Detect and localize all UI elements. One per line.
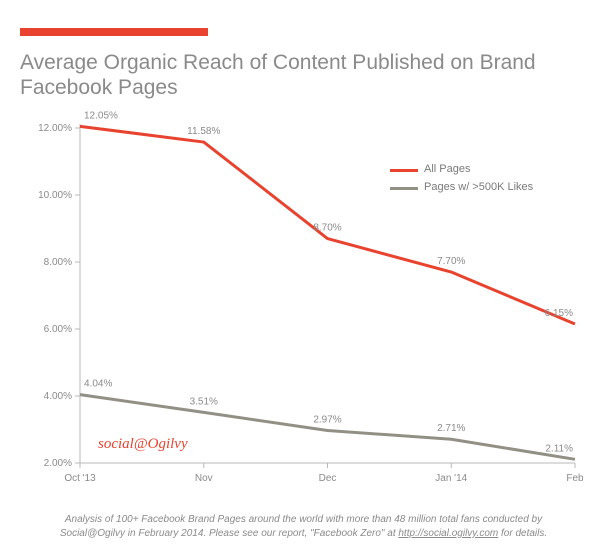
footnote-line-1: Analysis of 100+ Facebook Brand Pages ar…	[65, 514, 542, 525]
footnote-line-2a: Social@Ogilvy in February 2014. Please s…	[60, 528, 399, 539]
footnote-link[interactable]: http://social.ogilvy.com	[398, 528, 498, 539]
svg-text:All Pages: All Pages	[424, 163, 471, 175]
svg-text:Pages w/ >500K Likes: Pages w/ >500K Likes	[424, 181, 534, 193]
svg-text:10.00%: 10.00%	[38, 190, 72, 201]
svg-text:3.51%: 3.51%	[190, 397, 218, 408]
svg-text:2.71%: 2.71%	[437, 424, 465, 435]
svg-text:12.00%: 12.00%	[38, 123, 72, 134]
svg-text:Dec: Dec	[319, 473, 337, 484]
svg-text:Feb: Feb	[566, 473, 584, 484]
svg-text:8.00%: 8.00%	[44, 257, 72, 268]
svg-text:4.04%: 4.04%	[84, 379, 112, 390]
svg-text:7.70%: 7.70%	[437, 256, 465, 267]
line-chart: 2.00% 4.00% 6.00% 8.00% 10.00% 12.00% Oct '13 N…	[20, 108, 587, 503]
svg-text:2.11%: 2.11%	[545, 444, 573, 455]
chart-title: Average Organic Reach of Content Publish…	[20, 50, 587, 100]
svg-text:6.00%: 6.00%	[44, 324, 72, 335]
svg-text:2.97%: 2.97%	[313, 415, 341, 426]
svg-text:Oct '13: Oct '13	[64, 473, 96, 484]
svg-text:6.15%: 6.15%	[545, 308, 573, 319]
accent-bar	[20, 28, 208, 36]
svg-text:4.00%: 4.00%	[44, 391, 72, 402]
svg-text:social@Ogilvy: social@Ogilvy	[98, 436, 188, 452]
svg-text:2.00%: 2.00%	[44, 458, 72, 469]
svg-text:12.05%: 12.05%	[84, 111, 118, 122]
svg-text:Jan '14: Jan '14	[435, 473, 467, 484]
svg-text:11.58%: 11.58%	[187, 126, 220, 137]
chart-footnote: Analysis of 100+ Facebook Brand Pages ar…	[20, 513, 587, 540]
svg-text:Nov: Nov	[195, 473, 213, 484]
footnote-line-2b: for details.	[498, 528, 547, 539]
svg-text:8.70%: 8.70%	[313, 223, 341, 234]
